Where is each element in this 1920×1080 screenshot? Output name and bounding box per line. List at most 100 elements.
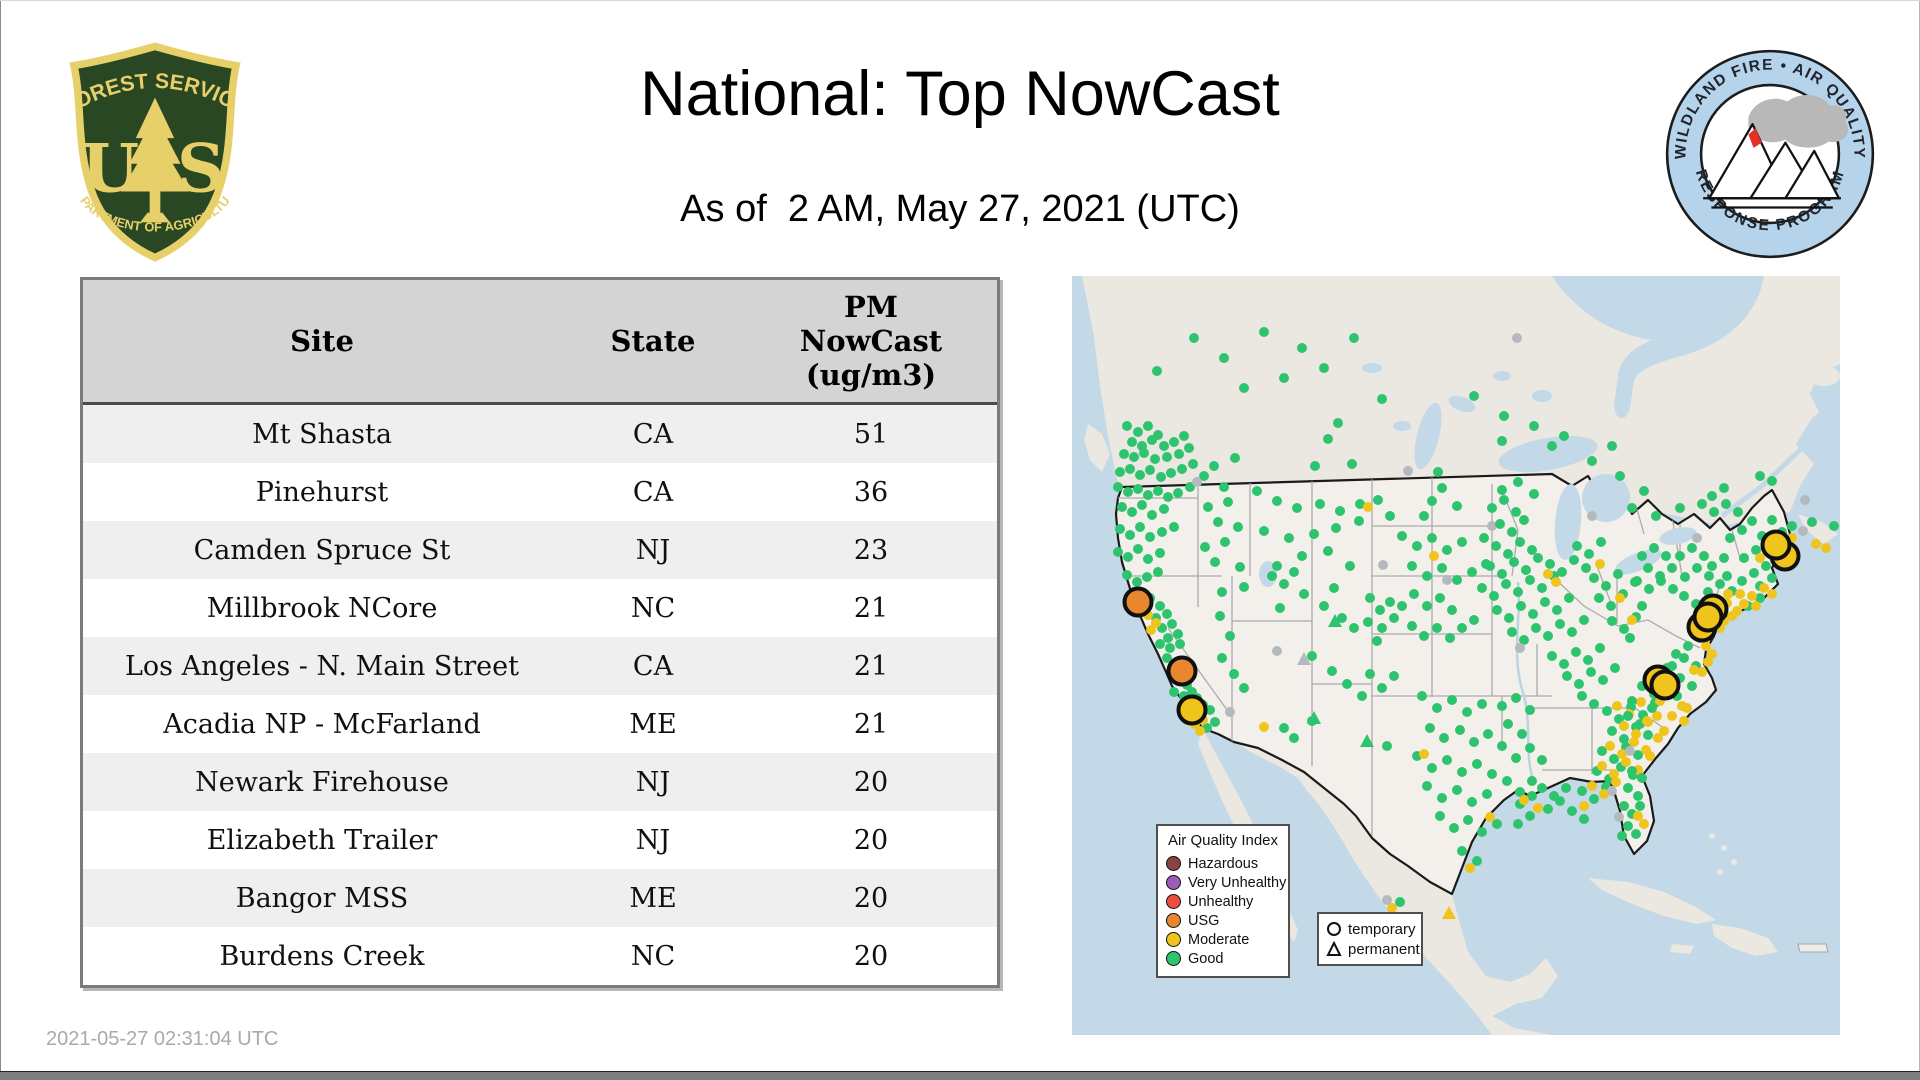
monitor-dot xyxy=(1156,472,1166,482)
monitor-dot xyxy=(1574,679,1584,689)
monitor-dot xyxy=(1623,711,1633,721)
monitor-dot xyxy=(1715,579,1725,589)
aqi-legend: Air Quality Index Hazardous Very Unhealth… xyxy=(1156,824,1290,978)
monitor-dot xyxy=(1537,755,1547,765)
monitor-dot xyxy=(1319,601,1329,611)
pm-header-line2: NowCast xyxy=(799,323,943,358)
monitor-dot xyxy=(1579,801,1589,811)
monitor-dot xyxy=(1169,522,1179,532)
monitor-dot xyxy=(1800,495,1810,505)
monitor-dot xyxy=(1515,787,1525,797)
monitor-dot xyxy=(1153,486,1163,496)
monitor-dot xyxy=(1309,529,1319,539)
top-nowcast-table: Site State PM NowCast (ug/m3) Mt Shasta C… xyxy=(80,277,1000,988)
monitor-dot xyxy=(1173,488,1183,498)
monitor-dot xyxy=(1515,537,1525,547)
monitor-dot xyxy=(1419,749,1429,759)
monitor-dot xyxy=(1272,496,1282,506)
monitor-dot xyxy=(1528,609,1538,619)
monitor-dot xyxy=(1279,579,1289,589)
monitor-triangle xyxy=(1328,614,1342,627)
monitor-dot xyxy=(1692,563,1702,573)
monitor-dot xyxy=(1531,623,1541,633)
monitor-dot xyxy=(1625,633,1635,643)
monitor-dot xyxy=(1487,503,1497,513)
highlighted-site-marker xyxy=(1692,601,1724,633)
monitor-dot xyxy=(1549,791,1559,801)
monitor-dot xyxy=(1192,477,1202,487)
monitor-dot xyxy=(1372,636,1382,646)
monitor-dot xyxy=(1465,863,1475,873)
lake-erie xyxy=(1614,549,1662,575)
monitor-dot xyxy=(1561,783,1571,793)
monitor-dot xyxy=(1767,515,1777,525)
monitor-dot xyxy=(1527,791,1537,801)
state-cell: NJ xyxy=(635,824,671,856)
table-row: Camden Spruce St NJ 23 xyxy=(83,521,997,579)
monitor-dot xyxy=(1637,601,1647,611)
monitor-dot xyxy=(1119,449,1129,459)
monitor-dot xyxy=(1511,753,1521,763)
site-cell: Burdens Creek xyxy=(219,940,425,972)
table-row: Los Angeles - N. Main Street CA 21 xyxy=(83,637,997,695)
site-cell: Los Angeles - N. Main Street xyxy=(124,650,519,682)
monitor-dot xyxy=(1455,725,1465,735)
shape-legend-row-permanent: permanent xyxy=(1326,939,1420,959)
monitor-dot xyxy=(1133,544,1143,554)
pm-value-cell: 21 xyxy=(853,650,889,682)
monitor-dot xyxy=(1297,343,1307,353)
monitor-dot xyxy=(1225,631,1235,641)
usfs-tree-icon xyxy=(120,97,190,223)
site-cell: Mt Shasta xyxy=(252,418,392,450)
site-cell: Pinehurst xyxy=(255,476,389,508)
aqi-map: Air Quality Index Hazardous Very Unhealth… xyxy=(1072,276,1840,1035)
cuba xyxy=(1588,878,1716,924)
monitor-dot xyxy=(1512,333,1522,343)
monitor-dot xyxy=(1155,548,1165,558)
lake-ontario xyxy=(1659,527,1697,545)
monitor-dot xyxy=(1387,903,1397,913)
monitor-dot xyxy=(1173,629,1183,639)
monitor-dot xyxy=(1707,561,1717,571)
monitor-dot xyxy=(1767,589,1777,599)
monitor-dot xyxy=(1310,461,1320,471)
monitor-dot xyxy=(1721,499,1731,509)
monitor-dot xyxy=(1272,646,1282,656)
lake-michigan xyxy=(1554,484,1582,560)
monitor-dot xyxy=(1727,611,1737,621)
monitor-dot xyxy=(1723,589,1733,599)
monitor-dot xyxy=(1614,714,1624,724)
monitor-dot xyxy=(1162,609,1172,619)
gulf-of-st-lawrence xyxy=(1796,396,1840,466)
table-row: Newark Firehouse NJ 20 xyxy=(83,753,997,811)
monitor-dot xyxy=(1679,653,1689,663)
monitor-dot xyxy=(1511,507,1521,517)
monitor-dot xyxy=(1509,557,1519,567)
monitor-dot xyxy=(1125,464,1135,474)
monitor-dot xyxy=(1633,811,1643,821)
monitor-dot xyxy=(1607,786,1617,796)
monitor-dot xyxy=(1587,781,1597,791)
monitor-dot xyxy=(1525,705,1535,715)
monitor-dot xyxy=(1525,811,1535,821)
monitor-dot xyxy=(1407,621,1417,631)
monitor-dot xyxy=(1605,741,1615,751)
monitor-dot xyxy=(1511,693,1521,703)
monitor-dot xyxy=(1135,470,1145,480)
monitor-dot xyxy=(1533,553,1543,563)
monitor-dot xyxy=(1462,707,1472,717)
monitor-dot xyxy=(1507,527,1517,537)
monitor-dot xyxy=(1621,757,1631,767)
monitor-triangle xyxy=(1307,711,1321,724)
monitor-dot xyxy=(1637,773,1647,783)
monitor-dot xyxy=(1469,615,1479,625)
monitor-dot xyxy=(1594,593,1604,603)
fire-mark-icon xyxy=(1748,128,1762,148)
monitor-dot xyxy=(1747,591,1757,601)
monitor-dot xyxy=(1188,459,1198,469)
monitor-dot xyxy=(1595,559,1605,569)
monitor-dot xyxy=(1497,485,1507,495)
monitor-dot xyxy=(1513,477,1523,487)
monitor-dot xyxy=(1365,669,1375,679)
